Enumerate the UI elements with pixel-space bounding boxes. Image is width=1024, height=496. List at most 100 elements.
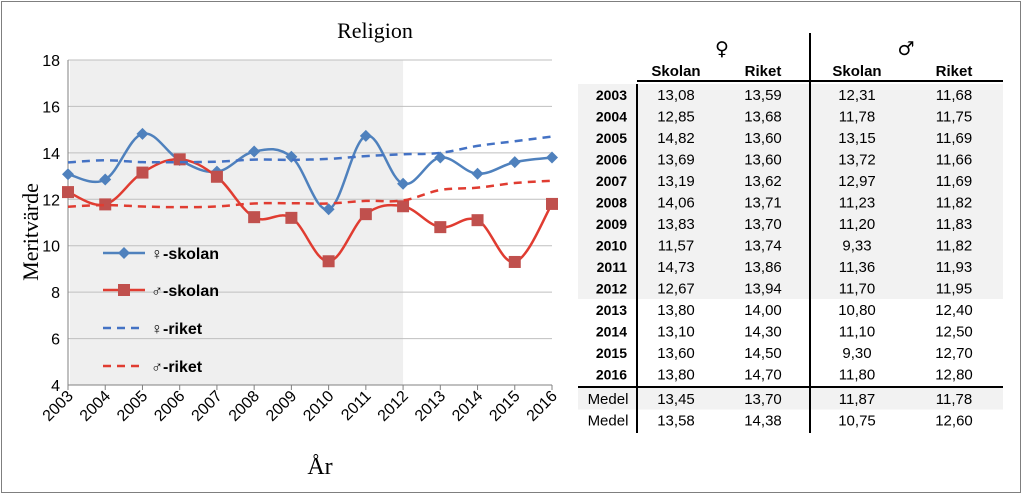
table-cell: 13,83 <box>657 216 695 233</box>
x-tick-label: 2009 <box>263 388 300 425</box>
table-cell: 11,20 <box>839 216 875 233</box>
table-row-year: 2012 <box>596 281 627 297</box>
table-row-year: 2003 <box>596 87 627 103</box>
table-cell: 11,80 <box>839 367 875 384</box>
data-point-square <box>508 255 521 268</box>
table-medel-cell: 13,70 <box>744 391 782 408</box>
x-tick-label: 2007 <box>189 388 226 425</box>
table-cell: 13,19 <box>657 173 695 190</box>
table-cell: 14,82 <box>657 130 695 147</box>
data-point-square <box>173 153 186 166</box>
data-point-square <box>62 186 74 199</box>
table-medel-cell: 11,87 <box>839 391 875 408</box>
table-header: Riket <box>745 63 782 80</box>
data-point-diamond <box>508 156 521 169</box>
y-tick-label: 4 <box>51 378 60 395</box>
x-tick-label: 2013 <box>412 388 449 425</box>
table-row-year: 2013 <box>596 302 627 318</box>
y-tick-label: 6 <box>51 332 60 349</box>
table-cell: 11,36 <box>839 259 875 276</box>
table-row-year: 2011 <box>597 259 628 275</box>
x-axis-label: År <box>307 454 332 480</box>
table-cell: 11,93 <box>936 259 972 276</box>
table-cell: 11,70 <box>839 281 875 298</box>
x-tick-label: 2016 <box>524 388 561 425</box>
table-cell: 13,08 <box>657 87 695 104</box>
table-cell: 14,50 <box>744 345 782 362</box>
table-cell: 11,69 <box>936 173 972 190</box>
table-cell: 13,60 <box>657 345 695 362</box>
data-point-square <box>136 166 149 179</box>
legend-label-3: ♂-riket <box>151 359 203 376</box>
y-tick-label: 10 <box>42 239 60 256</box>
y-tick-label: 8 <box>51 285 60 302</box>
table-cell: 13,71 <box>744 195 782 212</box>
table-cell: 11,82 <box>936 238 972 255</box>
y-tick-label: 18 <box>42 53 60 70</box>
legend-label-1: ♂-skolan <box>151 283 219 300</box>
x-tick-label: 2005 <box>114 388 151 425</box>
data-point-diamond <box>248 145 261 158</box>
data-point-diamond <box>434 151 447 164</box>
table-cell: 11,78 <box>839 109 875 126</box>
table-row-year: 2006 <box>596 152 627 168</box>
table-cell: 13,74 <box>744 238 782 255</box>
table-medel-cell: 10,75 <box>838 413 876 430</box>
table-cell: 11,95 <box>936 281 972 298</box>
table-cell: 13,59 <box>744 87 782 104</box>
legend-label-2: ♀-riket <box>151 321 203 338</box>
y-tick-label: 14 <box>42 146 60 163</box>
table-row-year: 2015 <box>596 345 627 361</box>
table-cell: 13,70 <box>744 216 782 233</box>
data-point-square <box>397 200 410 213</box>
series-line-2 <box>67 135 553 164</box>
table-row-year: 2009 <box>596 216 627 232</box>
table-cell: 13,69 <box>657 152 695 169</box>
table-cell: 11,68 <box>936 87 972 104</box>
data-point-square <box>248 211 261 224</box>
table-row-year: 2008 <box>596 195 627 211</box>
table-cell: 12,40 <box>935 302 973 319</box>
table-cell: 9,33 <box>842 238 871 255</box>
table-cell: 13,60 <box>744 130 782 147</box>
table-cell: 12,67 <box>657 281 695 298</box>
table-cell: 11,75 <box>936 109 972 126</box>
legend-label-0: ♀-skolan <box>151 246 219 263</box>
table-header: Skolan <box>651 63 700 80</box>
data-point-diamond <box>99 173 112 186</box>
data-point-diamond <box>359 129 372 142</box>
table-cell: 13,62 <box>744 173 782 190</box>
table-shaded-medel <box>578 388 1003 410</box>
data-point-diamond <box>471 167 484 180</box>
table-cell: 13,80 <box>657 367 695 384</box>
data-point-square <box>434 221 447 234</box>
table-header: Skolan <box>832 63 881 80</box>
table-medel-cell: 13,45 <box>657 391 695 408</box>
table-row-year: 2004 <box>596 109 627 125</box>
table-cell: 14,30 <box>744 324 782 341</box>
shaded-period <box>70 60 404 385</box>
table-row-year: 2016 <box>596 367 627 383</box>
table-cell: 11,69 <box>936 130 972 147</box>
table-cell: 9,30 <box>842 345 871 362</box>
table-cell: 14,70 <box>744 367 782 384</box>
data-point-square <box>322 255 335 268</box>
table-cell: 13,15 <box>838 130 876 147</box>
data-point-square <box>359 208 372 221</box>
data-point-diamond <box>322 203 335 216</box>
table-cell: 14,73 <box>657 259 695 276</box>
table-cell: 12,31 <box>838 87 876 104</box>
table-cell: 13,86 <box>744 259 782 276</box>
female-symbol: ♀ <box>715 38 729 60</box>
y-axis-label: Meritvärde <box>18 183 43 281</box>
table-cell: 11,23 <box>839 195 875 212</box>
series-line-3 <box>67 179 553 209</box>
table-cell: 14,00 <box>744 302 782 319</box>
x-tick-label: 2008 <box>226 388 263 425</box>
table-row-year: 2014 <box>596 324 627 340</box>
table-cell: 12,70 <box>935 345 973 362</box>
table-cell: 11,10 <box>839 324 875 341</box>
table-shaded-rows <box>578 84 1003 299</box>
table-medel-cell: 11,78 <box>936 391 972 408</box>
